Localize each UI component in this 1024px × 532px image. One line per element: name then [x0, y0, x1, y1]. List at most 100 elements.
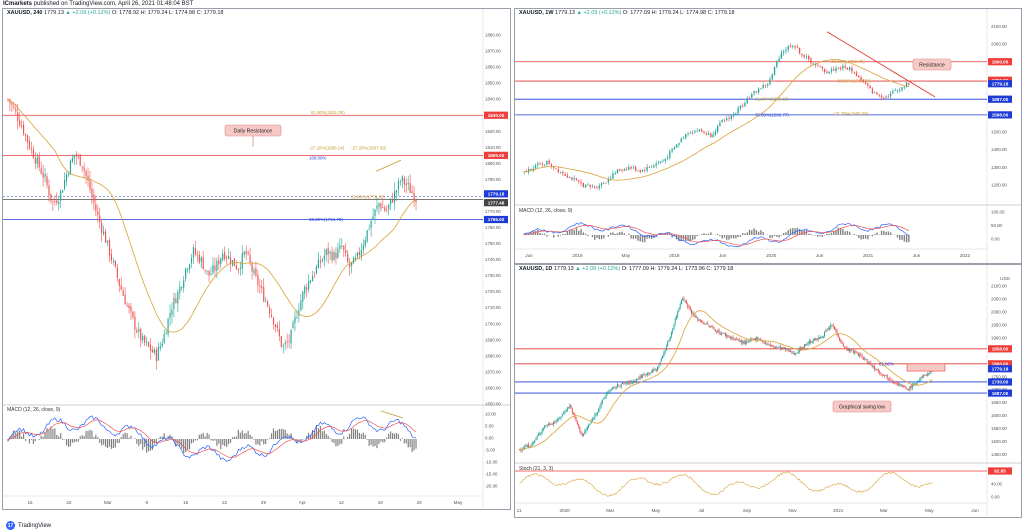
candle-body	[89, 178, 91, 190]
candle-body	[864, 81, 867, 84]
candle-body	[99, 215, 101, 223]
candle-body	[304, 286, 306, 294]
candle-body	[566, 407, 568, 412]
candle-body	[30, 148, 32, 150]
candle-body	[575, 417, 577, 422]
macd-histogram-bar	[220, 439, 222, 450]
candle-body	[660, 161, 662, 163]
candle-body	[619, 169, 621, 171]
macd-histogram-bar	[253, 439, 255, 440]
macd-histogram-bar	[329, 437, 331, 439]
candle-body	[798, 348, 800, 352]
stoch-tick-label: 40.00	[991, 482, 1003, 487]
candle-body	[778, 346, 780, 348]
candle-body	[675, 316, 677, 320]
macd-histogram-bar	[830, 233, 833, 235]
candle-body	[605, 182, 607, 184]
candle-body	[38, 156, 40, 168]
candle-body	[707, 323, 709, 325]
candle-body	[918, 380, 920, 382]
fib-label: 38.20%(1760.79)	[831, 59, 865, 64]
candle-body	[573, 178, 575, 180]
macd-histogram-bar	[673, 235, 676, 237]
macd-histogram-bar	[630, 235, 632, 239]
chart-panel-weekly[interactable]: XAUUSD, 1W 1779.13 ▲ +2.09 (+0.12%) O: 1…	[514, 8, 1022, 264]
macd-histogram-bar	[792, 228, 794, 235]
macd-histogram-bar	[269, 438, 271, 439]
macd-histogram-bar	[395, 433, 398, 439]
candle-body	[331, 252, 333, 261]
candle-body	[54, 200, 56, 202]
macd-histogram-bar	[687, 235, 689, 242]
candle-body	[343, 245, 345, 250]
candle-body	[796, 352, 798, 354]
chart-panel-4h[interactable]: XAUUSD, 240 1779.13 ▲ +2.09 (+0.12%) O: …	[2, 8, 511, 510]
candle-body	[862, 357, 864, 360]
macd-histogram-bar	[198, 434, 200, 439]
candle-body	[325, 249, 327, 255]
macd-histogram-bar	[368, 439, 370, 446]
candle-body	[93, 194, 95, 203]
candle-body	[915, 383, 917, 385]
macd-histogram-bar	[99, 439, 101, 443]
tradingview-footer[interactable]: 17 TradingView	[6, 521, 51, 530]
candle-body	[537, 163, 539, 166]
candle-body	[878, 94, 880, 96]
chart-canvas-daily[interactable]: USD 2100.00 2050.00 2000.00 1950.00 1900.00 18…	[515, 265, 1021, 517]
candle-body	[568, 176, 571, 178]
candle-body	[831, 325, 833, 327]
candle-body	[153, 349, 155, 353]
candle-body	[771, 344, 773, 346]
candle-body	[614, 173, 616, 174]
candle-body	[255, 268, 257, 276]
candle-body	[760, 88, 762, 90]
candle-body	[294, 316, 296, 324]
candle-body	[578, 424, 580, 427]
macd-histogram-bar	[591, 235, 594, 237]
macd-histogram-bar	[819, 235, 821, 237]
price-tick-label: 1600.00	[991, 413, 1007, 418]
candle-body	[841, 341, 843, 344]
candle-body	[292, 322, 294, 329]
chart-panel-daily[interactable]: XAUUSD, 1D 1779.13 ▲ +2.09 (+0.12%) O: 1…	[514, 264, 1022, 518]
candle-body	[228, 256, 230, 259]
candle-body	[682, 298, 684, 300]
change-label: ▲ +2.09 (+0.12%)	[65, 10, 111, 16]
candle-body	[730, 115, 732, 119]
price-tick-label: 1660.00	[485, 385, 501, 390]
macd-histogram-bar	[65, 439, 68, 446]
candle-body	[850, 349, 852, 352]
x-tick-label: May	[622, 253, 631, 258]
macd-histogram-bar	[908, 235, 910, 243]
candle-body	[616, 169, 619, 174]
macd-histogram-bar	[237, 429, 239, 439]
chart-canvas-weekly[interactable]: 2100.002000.001900.001800.001700.001600.…	[515, 9, 1021, 263]
candle-body	[697, 317, 699, 321]
candle-body	[52, 201, 54, 203]
high-label: H: 1779.24	[651, 10, 679, 16]
chart-canvas-4h[interactable]: 1880.00 1870.00 1860.00 1850.00 1840.00 1830.…	[3, 9, 510, 509]
macd-histogram-bar	[392, 433, 394, 439]
candle-body	[529, 446, 531, 448]
macd-histogram-bar	[564, 233, 566, 235]
macd-tick-label: 5.00	[485, 424, 494, 429]
candle-body	[646, 166, 648, 171]
candle-body	[368, 228, 370, 230]
candle-body	[896, 90, 899, 91]
macd-histogram-bar	[584, 233, 587, 235]
macd-histogram-bar	[817, 235, 819, 237]
macd-histogram-bar	[846, 230, 849, 235]
candle-body	[286, 341, 288, 343]
candle-body	[891, 381, 893, 383]
macd-histogram-bar	[235, 436, 237, 439]
macd-histogram-bar	[67, 439, 70, 447]
macd-histogram-bar	[163, 433, 165, 439]
x-tick-label: 2021	[863, 253, 874, 258]
candle-body	[546, 425, 548, 427]
macd-histogram-bar	[56, 434, 58, 439]
candle-body	[916, 381, 918, 384]
macd-histogram-bar	[644, 235, 646, 243]
candle-body	[880, 372, 882, 375]
candle-body	[849, 348, 851, 352]
x-tick-label: 2020	[766, 253, 777, 258]
